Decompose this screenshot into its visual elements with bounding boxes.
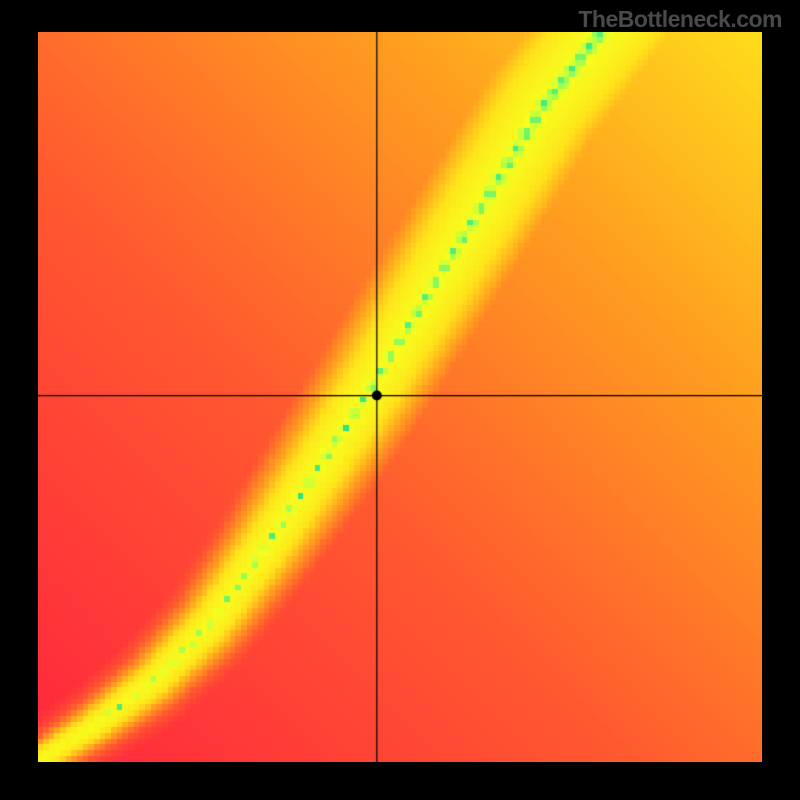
plot-area: [38, 32, 762, 762]
chart-container: TheBottleneck.com: [0, 0, 800, 800]
watermark-text: TheBottleneck.com: [578, 6, 782, 33]
heatmap-canvas: [38, 32, 762, 762]
